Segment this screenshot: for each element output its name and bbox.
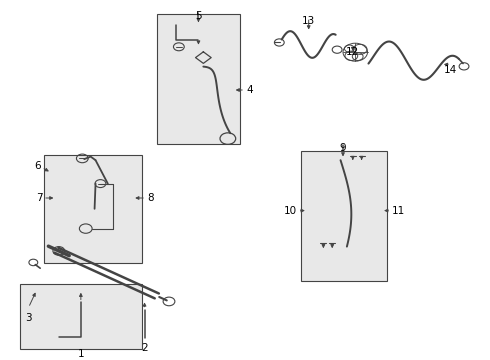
Text: 9: 9 — [340, 143, 346, 153]
Text: 2: 2 — [141, 343, 148, 353]
Bar — [301, 151, 387, 281]
Bar — [157, 14, 240, 144]
Text: 11: 11 — [392, 206, 405, 216]
Text: 6: 6 — [34, 161, 41, 171]
Text: 5: 5 — [195, 11, 202, 21]
Text: 10: 10 — [284, 206, 297, 216]
Text: 14: 14 — [444, 65, 458, 75]
Text: 4: 4 — [246, 85, 253, 95]
Bar — [44, 155, 142, 263]
Text: 1: 1 — [77, 349, 84, 359]
Text: 8: 8 — [147, 193, 154, 203]
Bar — [20, 284, 142, 349]
Text: 12: 12 — [346, 47, 360, 57]
Text: 7: 7 — [36, 193, 43, 203]
Text: 13: 13 — [302, 16, 316, 26]
Text: 3: 3 — [25, 313, 32, 323]
